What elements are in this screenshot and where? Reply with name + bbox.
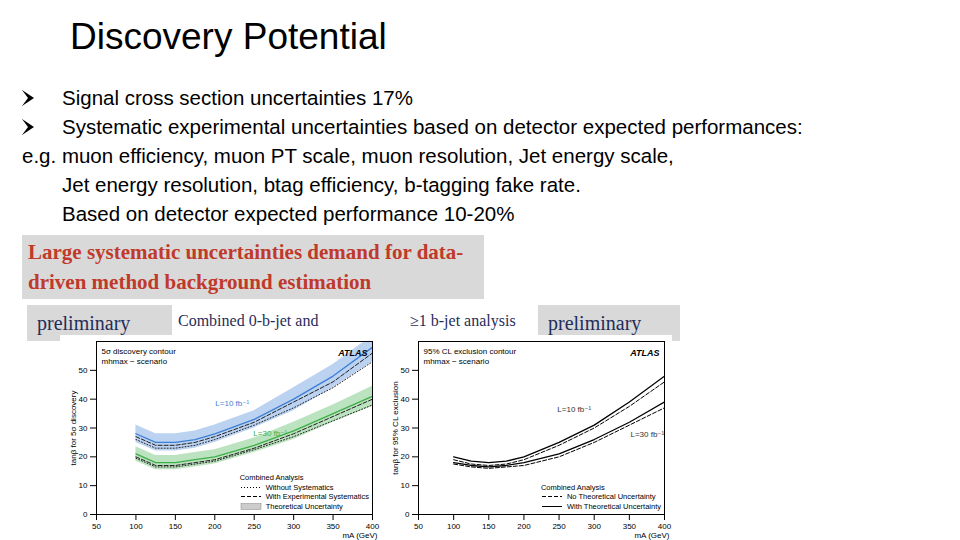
svg-text:50: 50 (79, 366, 88, 375)
svg-text:ATLAS: ATLAS (337, 348, 367, 358)
svg-text:0: 0 (405, 510, 410, 519)
html-text:preliminary: preliminary (37, 312, 131, 334)
html-text:Systematic experimental uncert: Systematic experimental uncertainties ba… (62, 115, 803, 138)
svg-text:95% CL exclusion contour: 95% CL exclusion contour (424, 347, 517, 356)
html-text:Jet energy resolution, btag ef: Jet energy resolution, btag efficiency, … (62, 173, 581, 196)
svg-text:5σ discovery contour: 5σ discovery contour (102, 347, 177, 356)
html-text:With Theoretical Uncertainty: With Theoretical Uncertainty (566, 501, 661, 511)
svg-text:40: 40 (79, 395, 88, 404)
svg-text:L=30 fb⁻¹: L=30 fb⁻¹ (630, 430, 664, 439)
svg-text:200: 200 (517, 522, 531, 531)
html-text:Combined Analysis: Combined Analysis (239, 473, 304, 482)
svg-text:200: 200 (208, 522, 222, 531)
svg-text:50: 50 (401, 366, 410, 375)
svg-text:L=10 fb⁻¹: L=10 fb⁻¹ (215, 399, 249, 408)
svg-text:30: 30 (79, 424, 88, 433)
html-text:≥1 b-jet analysis: ≥1 b-jet analysis (410, 312, 516, 329)
svg-text:20: 20 (401, 452, 410, 461)
html-text:Large systematic uncertainties: Large systematic uncertainties demand fo… (28, 240, 464, 294)
svg-text:100: 100 (447, 522, 461, 531)
svg-text:mA (GeV): mA (GeV) (342, 531, 377, 540)
html-text:Theoretical Uncertainty: Theoretical Uncertainty (265, 501, 343, 511)
svg-text:20: 20 (79, 452, 88, 461)
svg-text:mhmax − scenario: mhmax − scenario (102, 357, 168, 366)
svg-text:mA (GeV): mA (GeV) (634, 531, 669, 540)
html-text:Combined Analysis: Combined Analysis (540, 482, 605, 492)
svg-text:100: 100 (129, 522, 143, 531)
svg-text:40: 40 (401, 395, 410, 404)
svg-text:300: 300 (287, 522, 301, 531)
html-text:Based on detector expected per: Based on detector expected performance 1… (62, 202, 515, 225)
svg-text:250: 250 (552, 522, 566, 531)
svg-text:300: 300 (588, 522, 602, 531)
html-text:preliminary: preliminary (548, 312, 642, 334)
svg-text:150: 150 (482, 522, 496, 531)
svg-text:10: 10 (79, 481, 88, 490)
svg-text:L=30 fb⁻¹: L=30 fb⁻¹ (253, 429, 287, 438)
svg-text:350: 350 (326, 522, 340, 531)
svg-text:150: 150 (169, 522, 183, 531)
svg-text:tanβ for 95% CL exclusion: tanβ for 95% CL exclusion (391, 381, 400, 474)
html-text:Signal cross section uncertain: Signal cross section uncertainties 17% (62, 86, 413, 109)
svg-text:250: 250 (248, 522, 262, 531)
svg-text:10: 10 (401, 481, 410, 490)
svg-text:30: 30 (401, 424, 410, 433)
html-text:Discovery Potential: Discovery Potential (70, 16, 387, 57)
html-text:No Theoretical Uncertainty: No Theoretical Uncertainty (566, 492, 656, 501)
html-text:Without Systematics: Without Systematics (265, 482, 334, 492)
html-text:Combined 0-b-jet and: Combined 0-b-jet and (178, 312, 319, 329)
svg-text:50: 50 (414, 522, 423, 531)
svg-text:400: 400 (657, 522, 672, 532)
svg-text:0: 0 (83, 510, 88, 519)
svg-text:tanβ for 5σ discovery: tanβ for 5σ discovery (69, 391, 78, 466)
svg-text:400: 400 (365, 522, 380, 532)
svg-text:350: 350 (622, 522, 636, 532)
svg-text:ATLAS: ATLAS (629, 348, 659, 358)
html-text:With Experimental Systematics: With Experimental Systematics (265, 492, 369, 501)
svg-text:mhmax − scenario: mhmax − scenario (424, 357, 490, 366)
html-text:e.g. muon efficiency, muon PT: e.g. muon efficiency, muon PT scale, muo… (22, 144, 674, 167)
svg-text:50: 50 (92, 522, 101, 531)
svg-text:L=10 fb⁻¹: L=10 fb⁻¹ (557, 405, 591, 414)
